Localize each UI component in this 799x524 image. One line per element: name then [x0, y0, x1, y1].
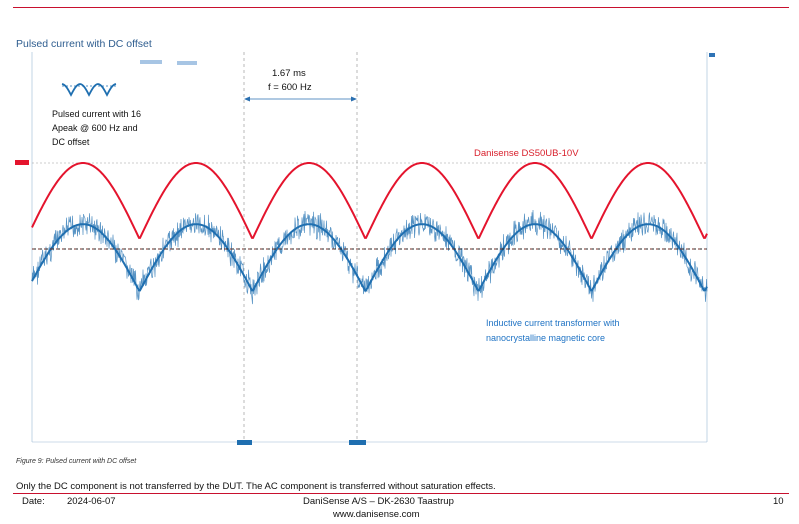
red-trace-label: Danisense DS50UB-10V	[474, 148, 579, 159]
cursor-marker-2	[349, 440, 366, 445]
red-trace	[31, 162, 708, 239]
footer-date: 2024-06-07	[67, 496, 116, 507]
left-axis-ticks	[15, 160, 29, 165]
scope-plot: 1.67 ms f = 600 Hz Pulsed current with 1…	[15, 52, 715, 445]
cursor-tag-b	[177, 61, 197, 65]
blue-trace-label-line-1: Inductive current transformer with	[486, 318, 620, 328]
inset-text-line-1: Pulsed current with 16	[52, 109, 141, 119]
footer-rule	[13, 493, 789, 494]
body-paragraph: Only the DC component is not transferred…	[16, 481, 496, 492]
period-label: 1.67 ms	[272, 68, 306, 79]
left-red-marker	[15, 160, 29, 165]
right-blue-marker	[709, 53, 715, 57]
period-arrow	[244, 96, 357, 102]
header-rule	[13, 7, 789, 8]
footer-company: DaniSense A/S – DK-2630 Taastrup	[303, 496, 454, 507]
inset-text-line-3: DC offset	[52, 137, 90, 147]
figure-caption: Figure 9: Pulsed current with DC offset	[16, 458, 137, 465]
oscilloscope-figure: 1.67 ms f = 600 Hz Pulsed current with 1…	[14, 52, 720, 450]
blue-trace-label-line-2: nanocrystalline magnetic core	[486, 333, 605, 343]
cursor-marker-1	[237, 440, 252, 445]
frequency-label: f = 600 Hz	[268, 82, 312, 93]
section-title: Pulsed current with DC offset	[16, 38, 152, 50]
inset-text-line-2: Apeak @ 600 Hz and	[52, 123, 138, 133]
footer-date-label: Date:	[22, 496, 45, 507]
footer-page-number: 10	[773, 496, 784, 507]
blue-trace	[31, 223, 708, 292]
footer-website[interactable]: www.danisense.com	[333, 509, 420, 520]
cursor-tag-a	[140, 60, 162, 64]
pulsed-wave-icon	[61, 83, 117, 97]
